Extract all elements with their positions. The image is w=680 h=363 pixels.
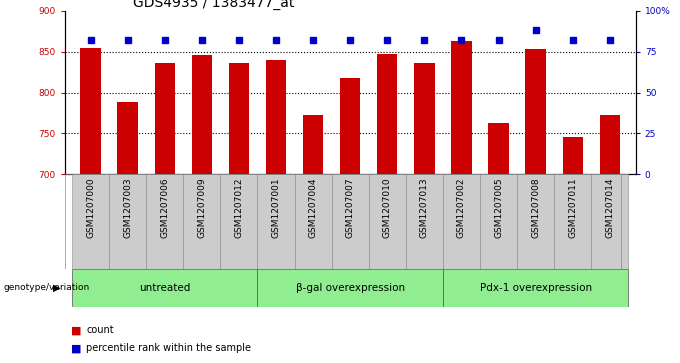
Bar <box>118 102 138 363</box>
Bar <box>184 174 220 269</box>
Text: GSM1207002: GSM1207002 <box>457 177 466 237</box>
Text: genotype/variation: genotype/variation <box>3 283 90 292</box>
Text: GSM1207000: GSM1207000 <box>86 177 95 238</box>
Bar <box>340 78 360 363</box>
Bar <box>146 174 184 269</box>
Text: GSM1207010: GSM1207010 <box>383 177 392 238</box>
Text: GSM1207014: GSM1207014 <box>605 177 614 237</box>
Text: GSM1207001: GSM1207001 <box>271 177 281 238</box>
Bar <box>377 54 398 363</box>
Text: ▶: ▶ <box>52 283 61 293</box>
Text: untreated: untreated <box>139 283 190 293</box>
Bar <box>80 48 101 363</box>
Bar <box>554 174 592 269</box>
Bar <box>192 55 212 363</box>
Bar <box>517 174 554 269</box>
Bar <box>266 60 286 363</box>
Bar <box>258 269 443 307</box>
Bar <box>220 174 258 269</box>
Bar <box>369 174 406 269</box>
Bar <box>406 174 443 269</box>
Text: GDS4935 / 1383477_at: GDS4935 / 1383477_at <box>133 0 294 10</box>
Text: β-gal overexpression: β-gal overexpression <box>296 283 405 293</box>
Text: percentile rank within the sample: percentile rank within the sample <box>86 343 252 354</box>
Text: GSM1207008: GSM1207008 <box>531 177 540 238</box>
Bar <box>600 115 620 363</box>
Bar <box>72 269 258 307</box>
Bar <box>258 174 294 269</box>
Text: GSM1207009: GSM1207009 <box>197 177 206 238</box>
Text: Pdx-1 overexpression: Pdx-1 overexpression <box>479 283 592 293</box>
Text: GSM1207003: GSM1207003 <box>123 177 132 238</box>
Bar <box>592 174 628 269</box>
Bar <box>109 174 146 269</box>
Bar <box>480 174 517 269</box>
Bar <box>303 115 323 363</box>
Text: GSM1207004: GSM1207004 <box>309 177 318 237</box>
Bar <box>332 174 369 269</box>
Text: ■: ■ <box>71 325 82 335</box>
Text: GSM1207006: GSM1207006 <box>160 177 169 238</box>
Text: GSM1207013: GSM1207013 <box>420 177 429 238</box>
Text: GSM1207012: GSM1207012 <box>235 177 243 237</box>
Bar <box>228 63 249 363</box>
Text: GSM1207011: GSM1207011 <box>568 177 577 238</box>
Text: ■: ■ <box>71 343 82 354</box>
Text: GSM1207007: GSM1207007 <box>345 177 355 238</box>
Bar <box>154 63 175 363</box>
Text: count: count <box>86 325 114 335</box>
Bar <box>488 123 509 363</box>
Bar <box>443 269 628 307</box>
Bar <box>562 138 583 363</box>
Bar <box>443 174 480 269</box>
Bar <box>452 41 472 363</box>
Bar <box>294 174 332 269</box>
Bar <box>526 49 546 363</box>
Text: GSM1207005: GSM1207005 <box>494 177 503 238</box>
Bar <box>72 174 109 269</box>
Bar <box>414 63 435 363</box>
